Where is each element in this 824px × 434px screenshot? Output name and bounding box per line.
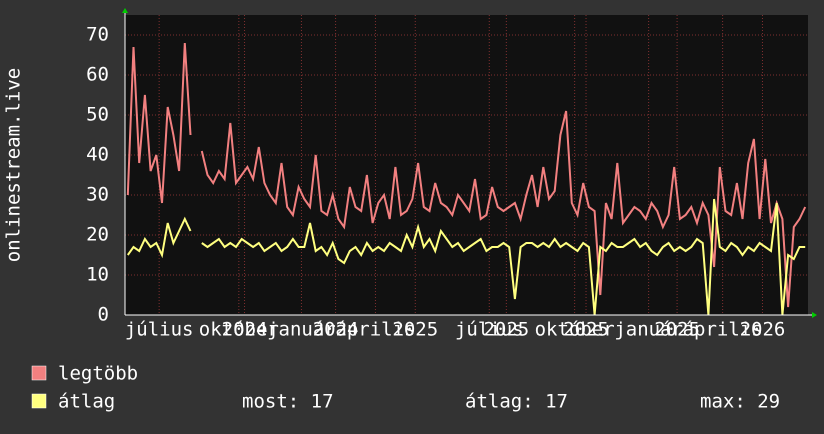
x-tick-label: október <box>535 319 615 341</box>
x-tick-label: 2025 <box>563 319 609 341</box>
x-arrow <box>812 312 817 318</box>
stat-label: max: 29 <box>700 391 780 413</box>
y-tick-label: 40 <box>86 144 109 166</box>
y-axis-label: onlinestream.live <box>3 68 25 262</box>
legend-swatch <box>31 365 47 381</box>
y-tick-label: 0 <box>98 304 109 326</box>
x-tick-label: július <box>455 319 524 341</box>
stat-label: most: 17 <box>242 391 334 413</box>
y-tick-label: 60 <box>86 64 109 86</box>
x-tick-label: 2025 <box>392 319 438 341</box>
x-tick-label: április <box>335 319 415 341</box>
grid <box>125 15 808 316</box>
series-line <box>126 42 807 308</box>
stat-label: átlag: 17 <box>465 391 568 413</box>
y-tick-label: 70 <box>86 24 109 46</box>
legend-swatch <box>31 393 47 409</box>
x-tick-label: január <box>614 319 683 341</box>
y-tick-label: 10 <box>86 264 109 286</box>
x-tick-label: 2025 <box>483 319 529 341</box>
plot <box>126 42 807 316</box>
x-tick-label: október <box>199 319 279 341</box>
y-tick-label: 20 <box>86 224 109 246</box>
legend-label: legtöbb <box>58 363 138 385</box>
x-tick-label: július <box>125 319 194 341</box>
x-tick-label: 2024 <box>222 319 268 341</box>
legend: legtöbb átlag most: 17 átlag: 17 max: 29 <box>31 363 780 413</box>
x-tick-label: április <box>683 319 763 341</box>
y-arrow <box>122 8 128 13</box>
y-tick-label: 30 <box>86 184 109 206</box>
x-tick-label: 2025 <box>654 319 700 341</box>
x-tick-label: 2026 <box>740 319 786 341</box>
legend-label: átlag <box>58 391 115 413</box>
y-tick-label: 50 <box>86 104 109 126</box>
series-line <box>126 198 806 316</box>
x-tick-label: 2024 <box>313 319 359 341</box>
x-tick-label: január <box>267 319 336 341</box>
